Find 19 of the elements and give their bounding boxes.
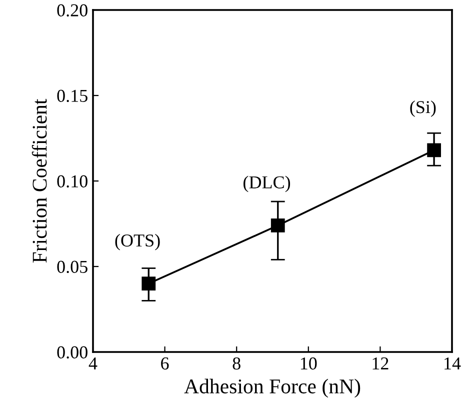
y-tick-label: 0.10 bbox=[57, 175, 88, 188]
point bbox=[142, 276, 156, 291]
point bbox=[427, 143, 441, 158]
x-tick-label: 8 bbox=[232, 357, 240, 370]
x-tick-label: 14 bbox=[444, 357, 461, 370]
x-axis-title: Adhesion Force (nN) bbox=[184, 378, 360, 398]
annotation: (OTS) bbox=[115, 234, 160, 250]
annotation: (Si) bbox=[410, 100, 436, 117]
x-tick-label: 4 bbox=[88, 358, 98, 370]
x-tick-label: 6 bbox=[161, 357, 169, 370]
y-tick-label: 0.00 bbox=[57, 346, 88, 359]
x-tick-label: 10 bbox=[300, 357, 317, 370]
point bbox=[270, 218, 285, 232]
y-tick-label: 0.05 bbox=[57, 260, 88, 274]
y-tick-label: 0.15 bbox=[57, 90, 88, 102]
annotation: (DLC) bbox=[244, 176, 290, 192]
x-tick-label: 12 bbox=[372, 357, 388, 370]
y-tick-label: 0.20 bbox=[57, 4, 88, 17]
y-axis-title: Friction Coefficient bbox=[32, 98, 47, 263]
